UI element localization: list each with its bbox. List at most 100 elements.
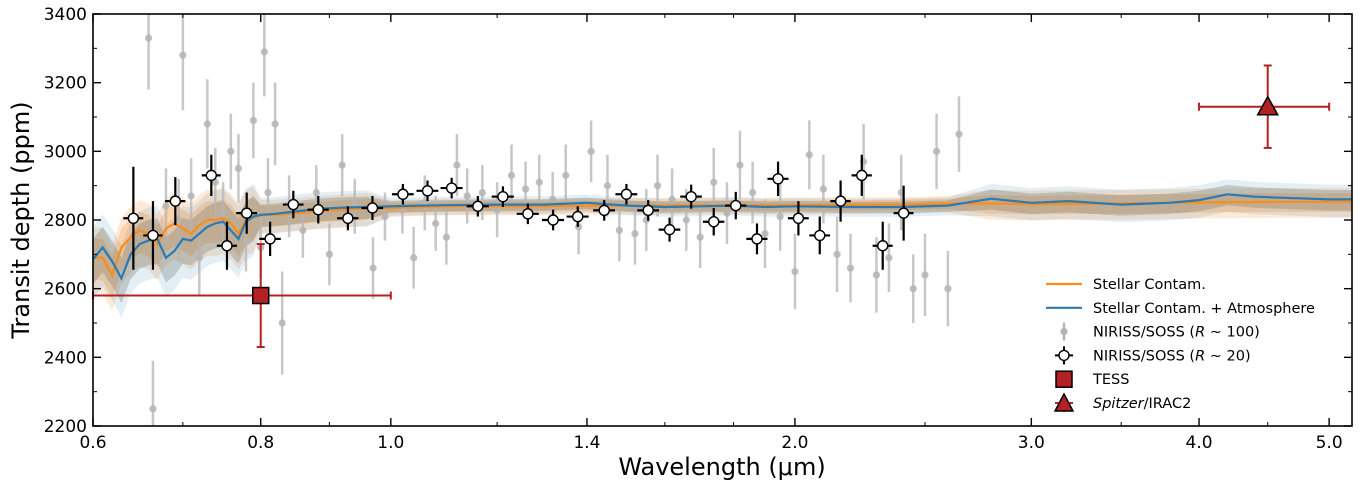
r100-point: [549, 195, 557, 203]
r100-point: [819, 185, 827, 193]
r100-point: [432, 219, 440, 228]
r100-point: [631, 230, 639, 238]
stellar-atm-band-outer: [93, 179, 1352, 318]
r100-point: [338, 161, 346, 169]
r100-point: [234, 164, 243, 173]
r100-point: [682, 216, 690, 224]
r20-point: [221, 240, 233, 252]
r100-point: [242, 237, 250, 245]
x-tick-label: 5.0: [1316, 433, 1343, 453]
legend-label: NIRISS/SOSS (R ~ 100): [1093, 325, 1260, 341]
r100-point: [463, 192, 471, 200]
r20-point: [792, 212, 805, 224]
tess-marker: [251, 286, 270, 305]
r100-point: [410, 254, 418, 262]
r100-point: [381, 212, 389, 221]
r100-point: [369, 264, 377, 272]
r20-point: [421, 185, 434, 197]
r100-point: [603, 182, 612, 190]
r20-data-layer: [123, 154, 914, 270]
stellar-atm-band-inner: [93, 185, 1352, 304]
r100-point: [179, 51, 187, 59]
r20-point: [445, 182, 458, 194]
spitzer-marker: [1256, 95, 1279, 116]
r20-point: [169, 195, 182, 207]
y-axis-label: Transit depth (ppm): [7, 101, 35, 339]
stellar-atm-line: [93, 193, 1352, 282]
r100-point: [144, 34, 153, 42]
r20-point: [834, 195, 847, 207]
r100-point: [710, 178, 718, 186]
legend-label: Spitzer/IRAC2: [1093, 396, 1191, 412]
r100-point: [175, 216, 183, 224]
x-tick-label: 0.6: [79, 433, 106, 453]
gray-errorbar-icon: [1060, 322, 1068, 341]
legend-label: Stellar Contam. + Atmosphere: [1093, 301, 1315, 317]
y-tick-label: 3400: [44, 5, 87, 25]
r100-point: [668, 195, 676, 203]
legend-item: TESS: [1055, 370, 1129, 388]
r20-point: [751, 233, 763, 245]
stellar-contam-band-inner: [93, 193, 1352, 298]
legend: Stellar Contam. Stellar Contam. + Atmosph…: [1046, 277, 1315, 412]
r20-point: [205, 169, 218, 182]
r20-point: [663, 223, 676, 236]
r100-point: [493, 206, 501, 214]
r20-point: [856, 169, 868, 182]
r100-point: [696, 233, 704, 241]
y-tick-label: 2600: [44, 280, 87, 300]
r20-point: [685, 190, 697, 203]
model-lines-layer: [93, 193, 1352, 282]
r100-point: [885, 254, 893, 262]
r100-point: [507, 171, 516, 179]
legend-item: Spitzer/IRAC2: [1053, 392, 1191, 412]
r100-point: [846, 264, 855, 272]
r100-point: [325, 250, 333, 258]
r20-point: [147, 229, 159, 242]
r100-point: [749, 188, 757, 197]
r20-point: [127, 212, 140, 224]
r100-point: [227, 147, 235, 155]
r100-point: [944, 285, 952, 293]
legend-item: Stellar Contam. + Atmosphere: [1046, 301, 1315, 317]
r20-point: [708, 216, 720, 228]
x-tick-label: 0.8: [247, 433, 274, 453]
x-tick-label: 2.0: [781, 433, 808, 453]
model-uncertainty-bands: [93, 179, 1352, 318]
r100-point: [736, 161, 744, 169]
r100-point: [909, 285, 917, 293]
red-triangle-icon: [1053, 392, 1075, 412]
r100-point: [562, 171, 570, 179]
r100-point: [312, 188, 320, 197]
legend-item: Stellar Contam.: [1046, 277, 1206, 293]
r20-point: [472, 200, 484, 212]
r100-point: [264, 188, 272, 197]
r20-point: [312, 203, 324, 216]
r20-point: [497, 190, 509, 203]
r20-point: [572, 210, 584, 223]
x-axis-label: Wavelength (μm): [618, 453, 825, 481]
y-tick-label: 3000: [44, 142, 87, 162]
legend-label: NIRISS/SOSS (R ~ 20): [1093, 348, 1251, 364]
legend-item: NIRISS/SOSS (R ~ 20): [1055, 346, 1251, 365]
y-tick-label: 2400: [44, 348, 87, 368]
red-square-icon: [1055, 370, 1073, 388]
r20-point: [598, 204, 610, 217]
r100-point: [453, 161, 461, 169]
r20-point: [241, 207, 253, 219]
r100-point: [187, 192, 195, 200]
r100-point: [478, 188, 486, 197]
r20-point: [547, 214, 559, 226]
r100-point: [921, 271, 929, 279]
r20-point: [522, 208, 534, 220]
r100-point: [521, 185, 530, 193]
r100-point: [932, 147, 941, 155]
r100-point: [805, 151, 813, 159]
r20-point: [366, 202, 379, 214]
x-tick-label: 3.0: [1018, 433, 1045, 453]
r100-point: [278, 319, 286, 327]
y-tick-label: 3200: [44, 74, 87, 94]
x-tick-label: 4.0: [1186, 433, 1213, 453]
stellar-contam-line: [93, 200, 1352, 278]
